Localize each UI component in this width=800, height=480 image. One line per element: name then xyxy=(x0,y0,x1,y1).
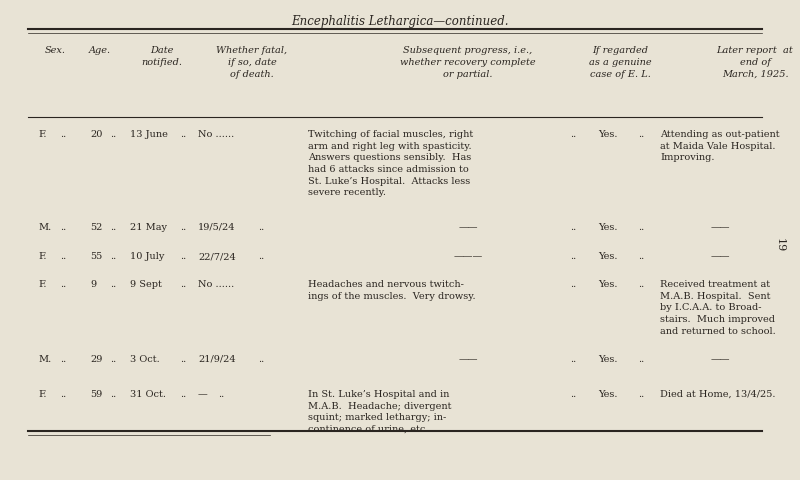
Text: ..: .. xyxy=(570,389,576,398)
Text: F.: F. xyxy=(38,279,46,288)
Text: 31 Oct.: 31 Oct. xyxy=(130,389,166,398)
Text: ———: ——— xyxy=(454,252,482,261)
Text: ..: .. xyxy=(180,389,186,398)
Text: ..: .. xyxy=(570,252,576,261)
Text: ..: .. xyxy=(110,389,116,398)
Text: F.: F. xyxy=(38,252,46,261)
Text: ——: —— xyxy=(458,223,478,231)
Text: Attending as out-patient
at Maida Vale Hospital.
Improving.: Attending as out-patient at Maida Vale H… xyxy=(660,130,780,162)
Text: Yes.: Yes. xyxy=(598,130,618,139)
Text: 29: 29 xyxy=(90,354,102,363)
Text: Headaches and nervous twitch-
ings of the muscles.  Very drowsy.: Headaches and nervous twitch- ings of th… xyxy=(308,279,476,300)
Text: Died at Home, 13/4/25.: Died at Home, 13/4/25. xyxy=(660,389,775,398)
Text: Sex.: Sex. xyxy=(45,46,66,55)
Text: Whether fatal,
if so, date
of death.: Whether fatal, if so, date of death. xyxy=(217,46,287,78)
Text: Date
notified.: Date notified. xyxy=(142,46,182,67)
Text: ..: .. xyxy=(180,130,186,139)
Text: In St. Luke’s Hospital and in
M.A.B.  Headache; divergent
squint; marked letharg: In St. Luke’s Hospital and in M.A.B. Hea… xyxy=(308,389,451,433)
Text: ..: .. xyxy=(638,130,644,139)
Text: No ......: No ...... xyxy=(198,279,234,288)
Text: ..: .. xyxy=(110,279,116,288)
Text: ..: .. xyxy=(638,252,644,261)
Text: M.: M. xyxy=(38,354,51,363)
Text: ..: .. xyxy=(638,223,644,231)
Text: Later report  at
end of
March, 1925.: Later report at end of March, 1925. xyxy=(717,46,794,78)
Text: ..: .. xyxy=(638,389,644,398)
Text: 10 July: 10 July xyxy=(130,252,164,261)
Text: Encephalitis Lethargica—continued.: Encephalitis Lethargica—continued. xyxy=(291,15,509,28)
Text: 21/9/24: 21/9/24 xyxy=(198,354,236,363)
Text: ..: .. xyxy=(218,389,224,398)
Text: 52: 52 xyxy=(90,223,102,231)
Text: No ......: No ...... xyxy=(198,130,234,139)
Text: ..: .. xyxy=(60,354,66,363)
Text: ..: .. xyxy=(60,130,66,139)
Text: ..: .. xyxy=(570,130,576,139)
Text: Yes.: Yes. xyxy=(598,279,618,288)
Text: ..: .. xyxy=(638,279,644,288)
Text: Yes.: Yes. xyxy=(598,223,618,231)
Text: 9 Sept: 9 Sept xyxy=(130,279,162,288)
Text: ..: .. xyxy=(110,252,116,261)
Text: 3 Oct.: 3 Oct. xyxy=(130,354,160,363)
Text: 19: 19 xyxy=(775,238,785,252)
Text: Yes.: Yes. xyxy=(598,389,618,398)
Text: ——: —— xyxy=(458,354,478,363)
Text: ..: .. xyxy=(110,130,116,139)
Text: 19/5/24: 19/5/24 xyxy=(198,223,235,231)
Text: M.: M. xyxy=(38,223,51,231)
Text: 20: 20 xyxy=(90,130,102,139)
Text: ..: .. xyxy=(570,223,576,231)
Text: ..: .. xyxy=(110,354,116,363)
Text: Subsequent progress, i.e.,
whether recovery complete
or partial.: Subsequent progress, i.e., whether recov… xyxy=(400,46,536,78)
Text: Age.: Age. xyxy=(89,46,111,55)
Text: 59: 59 xyxy=(90,389,102,398)
Text: ——: —— xyxy=(710,223,730,231)
Text: ..: .. xyxy=(180,223,186,231)
Text: ..: .. xyxy=(60,389,66,398)
Text: ..: .. xyxy=(258,252,264,261)
Text: F.: F. xyxy=(38,130,46,139)
Text: 21 May: 21 May xyxy=(130,223,167,231)
Text: ..: .. xyxy=(60,223,66,231)
Text: ..: .. xyxy=(180,252,186,261)
Text: Twitching of facial muscles, right
arm and right leg with spasticity.
Answers qu: Twitching of facial muscles, right arm a… xyxy=(308,130,474,197)
Text: ..: .. xyxy=(60,252,66,261)
Text: ..: .. xyxy=(570,279,576,288)
Text: ..: .. xyxy=(638,354,644,363)
Text: ..: .. xyxy=(110,223,116,231)
Text: 22/7/24: 22/7/24 xyxy=(198,252,236,261)
Text: ..: .. xyxy=(180,354,186,363)
Text: ..: .. xyxy=(258,223,264,231)
Text: ..: .. xyxy=(258,354,264,363)
Text: ..: .. xyxy=(60,279,66,288)
Text: ——: —— xyxy=(710,354,730,363)
Text: Yes.: Yes. xyxy=(598,252,618,261)
Text: Received treatment at
M.A.B. Hospital.  Sent
by I.C.A.A. to Broad-
stairs.  Much: Received treatment at M.A.B. Hospital. S… xyxy=(660,279,776,335)
Text: F.: F. xyxy=(38,389,46,398)
Text: ..: .. xyxy=(570,354,576,363)
Text: If regarded
as a genuine
case of E. L.: If regarded as a genuine case of E. L. xyxy=(589,46,651,78)
Text: —: — xyxy=(198,389,208,398)
Text: 55: 55 xyxy=(90,252,102,261)
Text: ——: —— xyxy=(710,252,730,261)
Text: 9: 9 xyxy=(90,279,96,288)
Text: Yes.: Yes. xyxy=(598,354,618,363)
Text: 13 June: 13 June xyxy=(130,130,168,139)
Text: ..: .. xyxy=(180,279,186,288)
